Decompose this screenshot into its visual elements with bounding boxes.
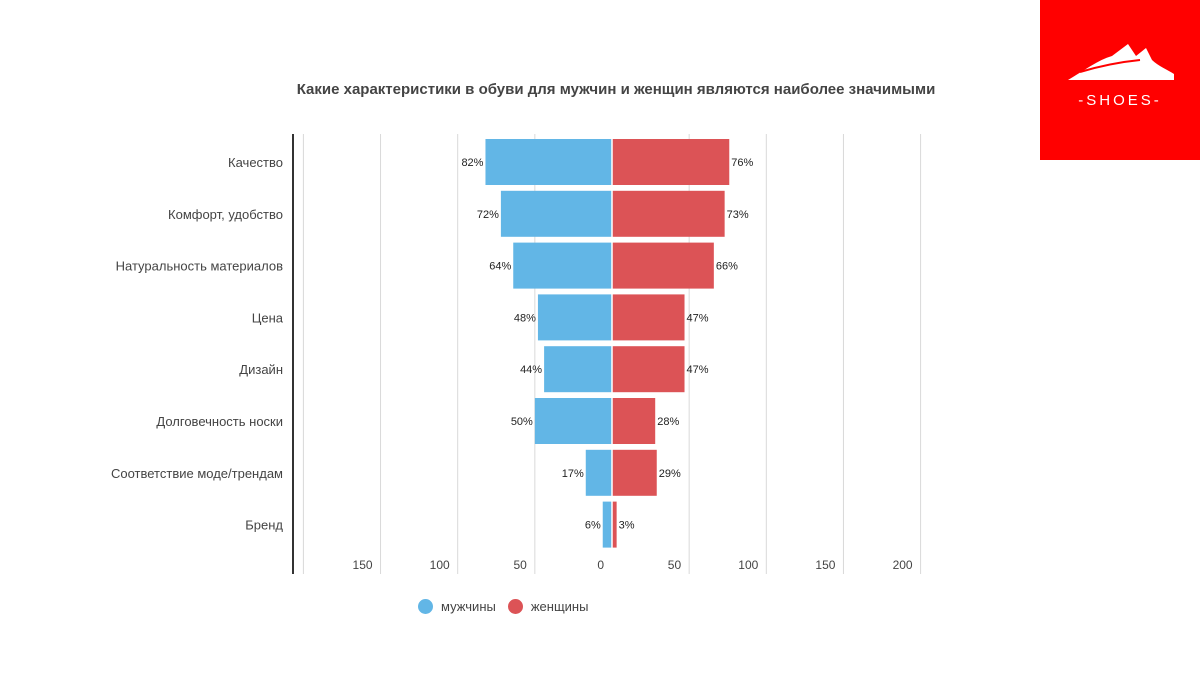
legend-swatch xyxy=(418,598,433,614)
legend: мужчины женщины xyxy=(418,596,600,616)
data-label: 66% xyxy=(716,261,738,273)
data-label: 47% xyxy=(687,364,709,376)
logo-text: -SHOES- xyxy=(1078,92,1162,109)
bar-women xyxy=(612,139,730,185)
bar-women xyxy=(612,501,617,548)
shoes-logo: -SHOES- xyxy=(1040,0,1200,160)
bars xyxy=(485,134,730,554)
category-label: Цена xyxy=(252,310,284,325)
bar-women xyxy=(612,294,685,341)
bar-women xyxy=(612,346,685,393)
category-label: Комфорт, удобство xyxy=(168,207,283,222)
legend-label: мужчины xyxy=(441,598,496,614)
data-label: 28% xyxy=(657,416,679,428)
legend-item: мужчины xyxy=(418,598,496,614)
labels: Качество 82% 76% Комфорт, удобство 72% 73% Нат… xyxy=(111,155,754,533)
category-label: Соответствие моде/трендам xyxy=(111,466,283,481)
x-tick-label: 0 xyxy=(597,558,604,572)
legend-label: женщины xyxy=(530,598,589,614)
data-label: 44% xyxy=(520,364,542,376)
data-label: 17% xyxy=(562,468,584,480)
category-label: Натуральность материалов xyxy=(116,259,283,274)
bar-women xyxy=(612,449,657,496)
category-label: Долговечность носки xyxy=(156,414,283,429)
bar-women xyxy=(612,242,714,289)
x-tick-label: 50 xyxy=(668,558,682,572)
x-tick-label: 100 xyxy=(738,558,758,572)
shoe-logo-icon xyxy=(1040,0,1200,160)
data-label: 76% xyxy=(731,157,753,169)
bar-women xyxy=(612,190,725,237)
bar-men xyxy=(585,449,612,496)
x-tick-label: 150 xyxy=(815,558,835,572)
legend-item: женщины xyxy=(507,598,589,614)
data-label: 47% xyxy=(687,312,709,324)
bar-men xyxy=(544,346,612,393)
data-label: 50% xyxy=(511,416,533,428)
data-label: 6% xyxy=(585,520,601,532)
x-tick-label: 50 xyxy=(513,558,527,572)
data-label: 72% xyxy=(477,209,499,221)
data-label: 29% xyxy=(659,468,681,480)
bar-men xyxy=(602,501,612,548)
x-tick-label: 150 xyxy=(353,558,373,572)
data-label: 64% xyxy=(489,261,511,273)
bar-women xyxy=(612,398,656,444)
x-tick-label: 200 xyxy=(893,558,913,572)
bar-men xyxy=(534,398,612,444)
category-label: Качество xyxy=(228,155,283,170)
category-label: Бренд xyxy=(245,518,283,533)
category-label: Дизайн xyxy=(239,362,283,377)
data-label: 73% xyxy=(727,209,749,221)
chart-title: Какие характеристики в обуви для мужчин … xyxy=(296,81,936,98)
data-label: 48% xyxy=(514,312,536,324)
bar-men xyxy=(485,139,612,185)
grid-lines: 150 100 50 0 50 100 150 200 xyxy=(302,134,922,574)
bar-men xyxy=(500,190,612,237)
data-label: 82% xyxy=(461,157,483,169)
x-tick-label: 100 xyxy=(430,558,450,572)
data-label: 3% xyxy=(619,520,635,532)
legend-swatch xyxy=(507,598,523,614)
bar-men xyxy=(513,242,612,289)
bar-men xyxy=(537,294,612,341)
